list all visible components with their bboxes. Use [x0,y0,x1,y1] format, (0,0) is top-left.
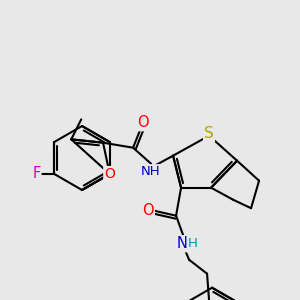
Text: H: H [188,237,198,250]
Text: F: F [32,167,41,182]
Text: S: S [204,126,214,141]
Text: O: O [142,203,154,218]
Text: NH: NH [141,165,161,178]
Text: N: N [177,236,188,251]
Text: O: O [137,115,149,130]
Text: O: O [104,167,115,181]
